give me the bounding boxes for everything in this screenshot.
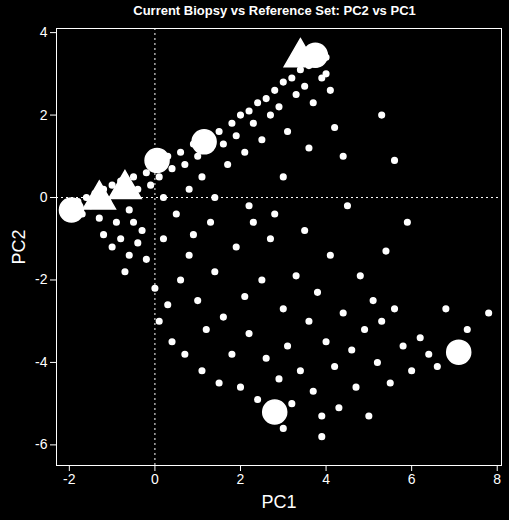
svg-text:2: 2 bbox=[40, 107, 48, 123]
svg-text:4: 4 bbox=[322, 471, 330, 487]
html-text:Current Biopsy vs Reference Se: Current Biopsy vs Reference Set: PC2 vs … bbox=[133, 3, 416, 18]
svg-text:-4: -4 bbox=[35, 354, 48, 370]
svg-text:PC2: PC2 bbox=[9, 229, 29, 264]
svg-text:6: 6 bbox=[408, 471, 416, 487]
svg-text:4: 4 bbox=[40, 24, 48, 40]
svg-text:8: 8 bbox=[493, 471, 501, 487]
svg-text:PC1: PC1 bbox=[261, 492, 296, 512]
svg-text:2: 2 bbox=[237, 471, 245, 487]
svg-text:-2: -2 bbox=[35, 271, 48, 287]
svg-text:0: 0 bbox=[151, 471, 159, 487]
svg-text:-6: -6 bbox=[35, 436, 48, 452]
svg-text:0: 0 bbox=[40, 189, 48, 205]
svg-text:-2: -2 bbox=[63, 471, 76, 487]
